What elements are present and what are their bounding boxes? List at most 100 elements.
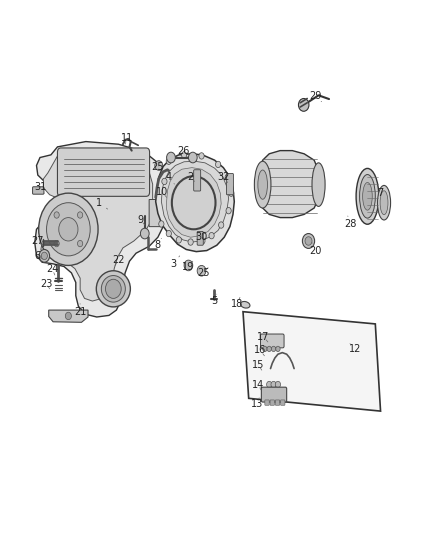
Text: 29: 29 [309, 91, 321, 101]
Text: 31: 31 [35, 182, 47, 192]
Ellipse shape [312, 163, 325, 206]
Text: 17: 17 [258, 332, 270, 342]
Circle shape [181, 152, 187, 158]
FancyBboxPatch shape [261, 334, 284, 348]
Text: 10: 10 [156, 187, 168, 197]
FancyBboxPatch shape [276, 400, 280, 405]
Ellipse shape [96, 271, 131, 307]
Ellipse shape [356, 168, 379, 224]
Text: 26: 26 [177, 146, 189, 156]
Circle shape [188, 152, 197, 163]
Text: 7: 7 [378, 188, 384, 198]
Circle shape [54, 240, 59, 247]
Circle shape [188, 239, 193, 245]
FancyBboxPatch shape [261, 387, 287, 402]
Circle shape [276, 346, 280, 352]
Text: 15: 15 [252, 360, 265, 370]
Ellipse shape [360, 174, 375, 218]
Circle shape [39, 193, 98, 265]
FancyBboxPatch shape [57, 148, 150, 196]
Text: 28: 28 [344, 219, 356, 229]
Polygon shape [243, 312, 381, 411]
Circle shape [106, 279, 121, 298]
FancyBboxPatch shape [197, 231, 203, 245]
Text: 4: 4 [166, 172, 172, 182]
Circle shape [41, 252, 47, 260]
Circle shape [229, 190, 234, 196]
Text: 13: 13 [251, 399, 264, 409]
Circle shape [155, 161, 162, 170]
Polygon shape [49, 310, 88, 322]
Ellipse shape [380, 191, 388, 215]
Circle shape [219, 222, 224, 228]
Circle shape [267, 346, 272, 352]
Text: 25: 25 [198, 268, 210, 278]
Text: 32: 32 [217, 172, 230, 182]
Ellipse shape [363, 182, 372, 210]
Circle shape [225, 174, 230, 180]
Circle shape [226, 207, 231, 214]
Text: 27: 27 [32, 236, 44, 246]
Circle shape [59, 217, 78, 241]
FancyBboxPatch shape [281, 400, 285, 405]
Text: 2: 2 [187, 172, 194, 182]
Circle shape [78, 240, 83, 247]
Circle shape [166, 152, 175, 163]
FancyBboxPatch shape [32, 187, 44, 194]
Ellipse shape [240, 302, 250, 308]
Polygon shape [35, 142, 164, 317]
Ellipse shape [378, 185, 391, 220]
Text: 5: 5 [212, 296, 218, 306]
Circle shape [298, 99, 309, 111]
Polygon shape [166, 167, 221, 237]
Polygon shape [161, 161, 229, 242]
Circle shape [305, 237, 312, 245]
Circle shape [276, 381, 281, 387]
Text: 18: 18 [231, 298, 244, 309]
FancyBboxPatch shape [226, 173, 233, 195]
Text: 19: 19 [182, 262, 194, 271]
Circle shape [78, 212, 83, 218]
Circle shape [200, 238, 205, 244]
Circle shape [215, 161, 221, 167]
Ellipse shape [258, 170, 268, 199]
Text: 12: 12 [349, 344, 361, 354]
Text: 25: 25 [151, 161, 163, 172]
Circle shape [263, 346, 267, 352]
Text: 1: 1 [96, 198, 102, 208]
Circle shape [272, 346, 276, 352]
Text: 16: 16 [254, 345, 267, 356]
FancyBboxPatch shape [194, 169, 201, 191]
Circle shape [209, 232, 214, 239]
Text: 8: 8 [155, 240, 161, 250]
Polygon shape [155, 154, 234, 252]
FancyBboxPatch shape [270, 400, 275, 405]
Circle shape [162, 178, 167, 184]
Ellipse shape [101, 276, 125, 302]
Circle shape [46, 203, 90, 256]
Ellipse shape [254, 161, 271, 208]
Polygon shape [149, 199, 170, 227]
Circle shape [166, 158, 171, 165]
Circle shape [184, 260, 193, 271]
Circle shape [166, 230, 171, 237]
Circle shape [65, 312, 71, 320]
Circle shape [271, 381, 276, 387]
Circle shape [39, 249, 49, 262]
Circle shape [302, 233, 314, 248]
Text: 3: 3 [170, 259, 176, 269]
FancyBboxPatch shape [265, 400, 269, 405]
Text: 23: 23 [40, 279, 53, 288]
Text: 14: 14 [252, 379, 265, 390]
Text: 9: 9 [138, 215, 144, 225]
Circle shape [141, 228, 149, 239]
Polygon shape [261, 151, 318, 217]
Circle shape [197, 265, 206, 276]
Polygon shape [41, 149, 152, 301]
Text: 22: 22 [112, 255, 125, 265]
Text: 21: 21 [74, 306, 86, 317]
Circle shape [54, 212, 59, 218]
Circle shape [267, 381, 272, 387]
Text: 6: 6 [35, 251, 41, 261]
Text: 20: 20 [309, 246, 321, 255]
